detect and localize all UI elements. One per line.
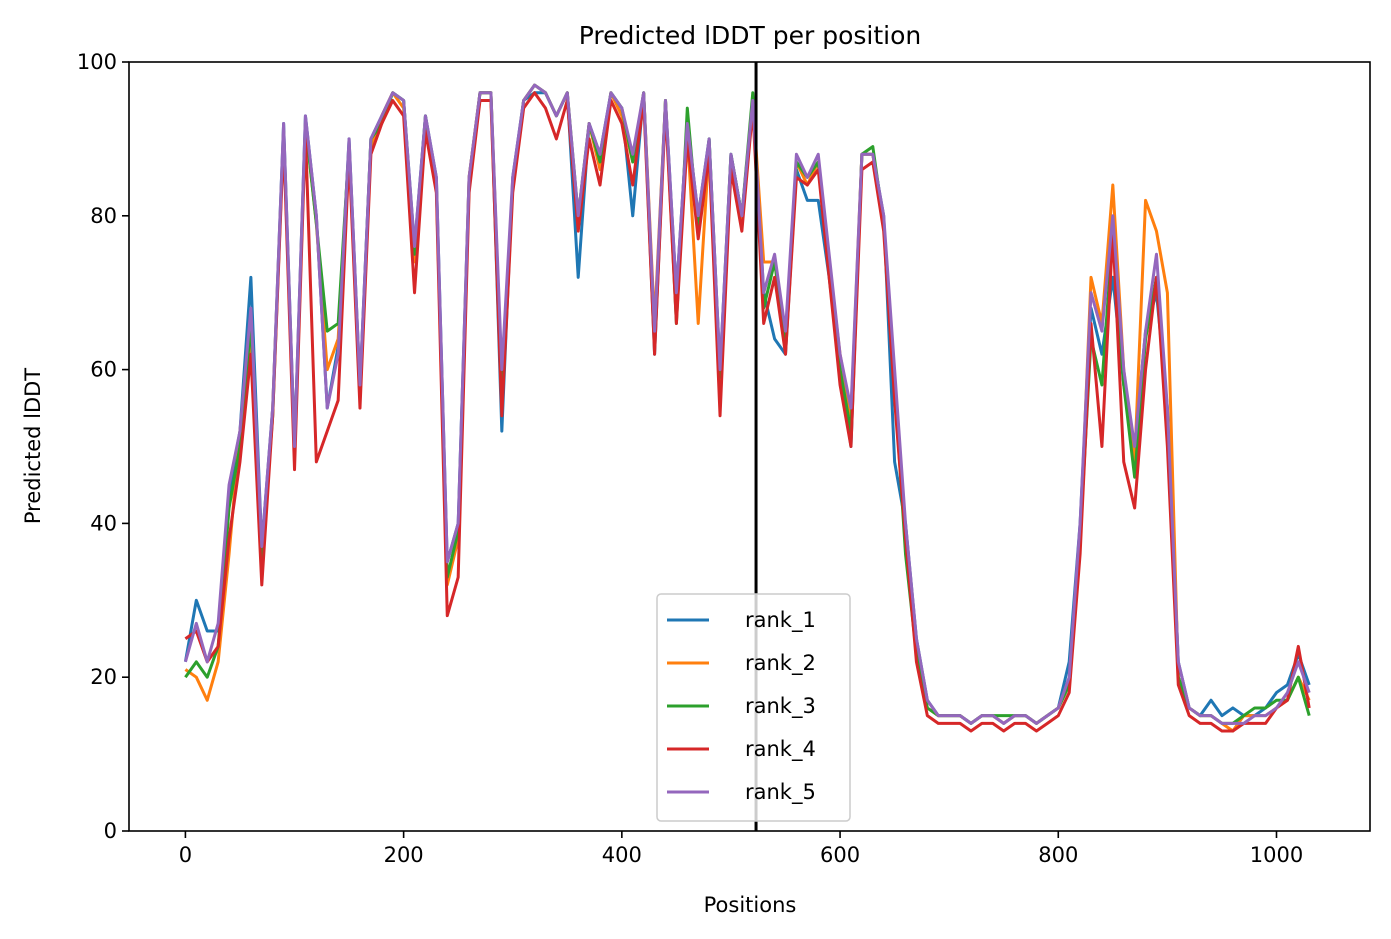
plot-lines <box>183 83 1311 733</box>
y-tick-label: 60 <box>90 358 117 382</box>
legend-label: rank_1 <box>745 608 816 633</box>
y-tick-label: 0 <box>104 819 117 843</box>
y-tick-label: 20 <box>90 665 117 689</box>
plot-frame <box>128 61 1371 832</box>
x-axis-label: Positions <box>704 893 797 917</box>
y-tick-label: 40 <box>90 511 117 535</box>
x-tick-label: 600 <box>820 843 860 867</box>
x-tick-label: 1000 <box>1250 843 1303 867</box>
x-tick-label: 800 <box>1038 843 1078 867</box>
legend-label: rank_4 <box>745 737 816 762</box>
legend-box <box>656 593 851 822</box>
x-tick-label: 0 <box>179 843 192 867</box>
y-tick-label: 100 <box>77 50 117 74</box>
x-tick-label: 400 <box>602 843 642 867</box>
series-line <box>183 83 1311 725</box>
legend-label: rank_2 <box>745 651 816 676</box>
legend-label: rank_3 <box>745 694 816 719</box>
chart-title: Predicted lDDT per position <box>579 21 921 50</box>
legend-label: rank_5 <box>745 780 816 805</box>
y-tick-label: 80 <box>90 204 117 228</box>
y-axis-label: Predicted lDDT <box>21 368 45 524</box>
x-tick-label: 200 <box>384 843 424 867</box>
